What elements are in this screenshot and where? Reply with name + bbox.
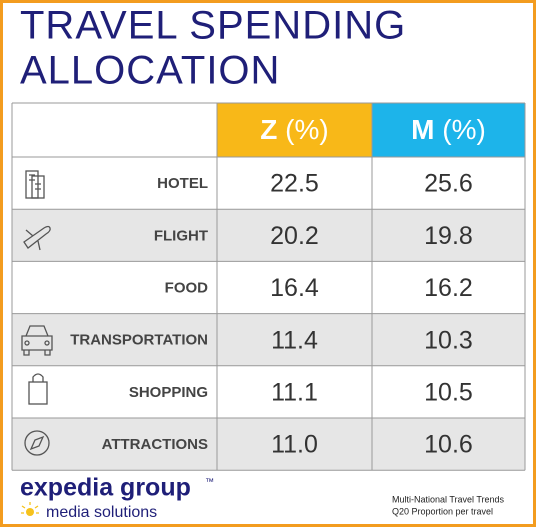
- footer: expedia group ™ media solutions Multi-Na…: [20, 474, 505, 522]
- row-bg: [12, 418, 525, 471]
- car-icon: [21, 325, 53, 356]
- compass-icon: [24, 430, 50, 456]
- cell-value: 16.4: [270, 274, 319, 302]
- cell-value: 16.2: [424, 274, 473, 302]
- row-bg: [12, 209, 525, 262]
- source-line: Q20 Proportion per travel: [392, 506, 493, 516]
- row-label: ATTRACTIONS: [102, 436, 208, 453]
- row-label: HOTEL: [157, 175, 208, 192]
- header-cell: [217, 103, 372, 157]
- cell-value: 11.1: [271, 379, 318, 407]
- row-label: FOOD: [165, 279, 208, 296]
- flight-icon: [23, 225, 51, 251]
- header-cell: [372, 103, 525, 157]
- cell-value: 10.5: [424, 379, 473, 407]
- row-bg: [12, 157, 525, 210]
- column-name: M: [411, 114, 434, 145]
- tagline: media solutions: [46, 504, 157, 521]
- cell-value: 11.0: [271, 431, 318, 459]
- cell-value: 22.5: [270, 170, 319, 198]
- row-label: TRANSPORTATION: [70, 332, 208, 349]
- column-header: M (%): [411, 114, 486, 145]
- brand: expedia group: [20, 474, 191, 502]
- column-name: Z: [260, 114, 277, 145]
- column-unit: (%): [442, 114, 486, 145]
- row-bg: [12, 261, 525, 314]
- column-header: Z (%): [260, 114, 328, 145]
- row-label: SHOPPING: [129, 384, 208, 401]
- row-bg: [12, 313, 525, 366]
- cell-value: 10.3: [424, 326, 473, 354]
- row-bg: [12, 365, 525, 418]
- cell-value: 25.6: [424, 170, 473, 198]
- cell-value: 20.2: [270, 222, 319, 250]
- hotel-icon: [25, 170, 45, 199]
- title-line: TRAVEL SPENDING: [20, 4, 406, 48]
- cell-value: 10.6: [424, 431, 473, 459]
- title-line: ALLOCATION: [20, 49, 280, 93]
- row-label: FLIGHT: [154, 227, 208, 244]
- cell-value: 19.8: [424, 222, 473, 250]
- trademark: ™: [205, 476, 214, 486]
- cell-value: 11.4: [271, 326, 318, 354]
- column-unit: (%): [285, 114, 329, 145]
- bulb-icon: [21, 502, 39, 516]
- icons: [21, 170, 53, 456]
- shopping-icon: [28, 373, 48, 405]
- source-line: Multi-National Travel Trends: [392, 494, 505, 504]
- header-cell: [12, 103, 217, 157]
